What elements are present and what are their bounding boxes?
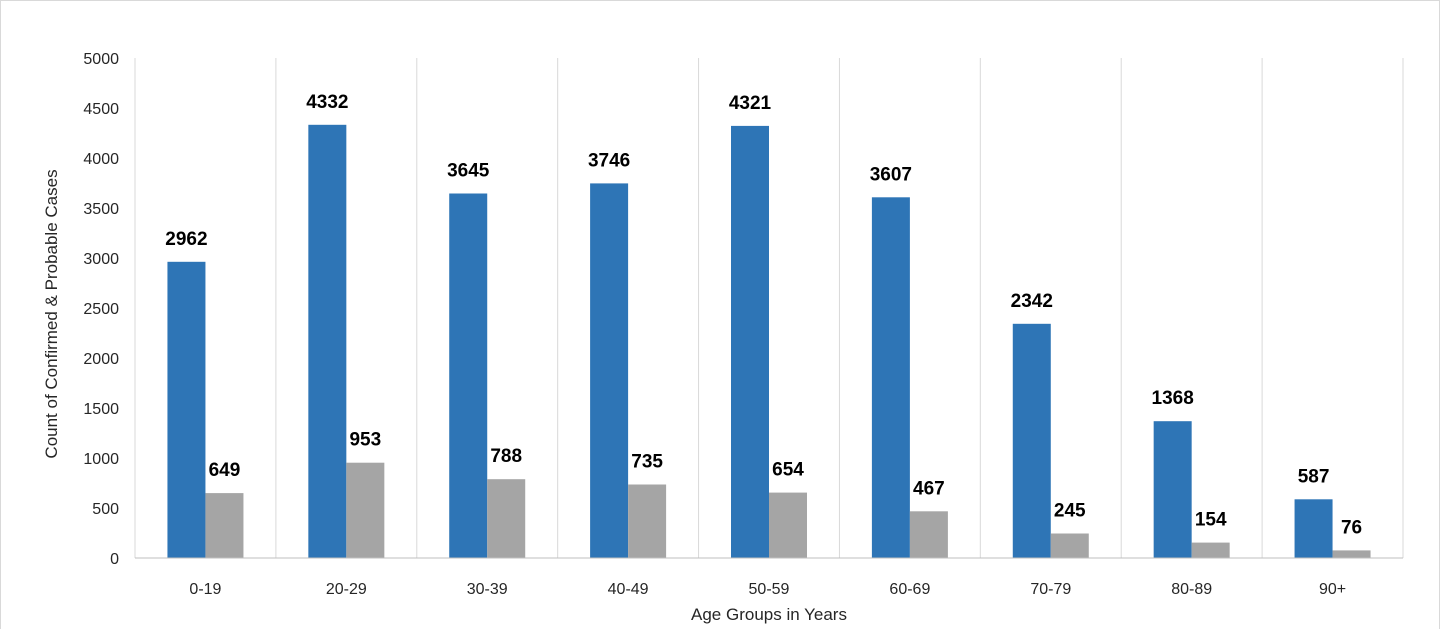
data-label: 953 xyxy=(349,430,381,451)
data-label: 3746 xyxy=(588,150,630,171)
data-label: 3645 xyxy=(447,161,490,182)
y-tick-label: 1000 xyxy=(83,451,119,468)
x-tick-label: 30-39 xyxy=(467,581,508,598)
data-label: 4321 xyxy=(729,93,772,114)
y-tick-label: 4500 xyxy=(83,101,119,118)
data-label: 587 xyxy=(1298,466,1330,487)
data-label: 1368 xyxy=(1152,388,1194,409)
bar xyxy=(628,484,667,558)
bars xyxy=(167,124,1371,559)
x-tick-label: 20-29 xyxy=(326,581,367,598)
bar xyxy=(590,183,629,558)
bar xyxy=(909,511,948,558)
x-tick-label: 80-89 xyxy=(1171,581,1212,598)
y-tick-label: 2000 xyxy=(83,351,119,368)
data-label: 4332 xyxy=(306,92,348,113)
data-label: 3607 xyxy=(870,164,912,185)
bar xyxy=(346,462,385,558)
x-tick-label: 90+ xyxy=(1319,581,1346,598)
y-tick-label: 2500 xyxy=(83,301,119,318)
x-tick-label: 50-59 xyxy=(749,581,790,598)
bar xyxy=(1050,533,1089,558)
data-label: 76 xyxy=(1341,517,1362,538)
bar xyxy=(1012,323,1051,558)
bar xyxy=(871,197,910,559)
data-label: 788 xyxy=(490,446,522,467)
data-labels: 2962 649 4332 953 3645 788 3746 735 4321 654 3607 4… xyxy=(165,92,1362,539)
bar xyxy=(769,492,807,558)
bar xyxy=(205,493,244,558)
data-label: 2962 xyxy=(165,229,207,250)
y-tick-label: 0 xyxy=(110,551,119,568)
y-axis-title: Count of Confirmed & Probable Cases xyxy=(42,169,61,458)
y-tick-label: 500 xyxy=(92,501,119,518)
data-label: 245 xyxy=(1054,501,1086,522)
gridlines xyxy=(134,58,1404,558)
bar xyxy=(487,479,526,558)
y-tick-label: 1500 xyxy=(83,401,119,418)
x-tick-label: 40-49 xyxy=(608,581,649,598)
bar xyxy=(1294,499,1333,558)
bar xyxy=(1332,550,1371,558)
data-label: 735 xyxy=(631,452,663,473)
y-tick-label: 3500 xyxy=(83,201,119,218)
y-tick-label: 3000 xyxy=(83,251,119,268)
y-tick-labels: 0 500 1000 1500 2000 2500 3000 3500 4000 4500 5000 xyxy=(83,51,119,568)
bar xyxy=(449,193,488,558)
bar xyxy=(167,261,206,558)
x-tick-label: 60-69 xyxy=(889,581,930,598)
y-tick-label: 4000 xyxy=(83,151,119,168)
bar xyxy=(1153,421,1192,558)
y-tick-label: 5000 xyxy=(83,51,119,68)
data-label: 649 xyxy=(209,460,241,481)
data-label: 467 xyxy=(913,478,945,499)
bar xyxy=(731,125,769,559)
data-label: 2342 xyxy=(1011,291,1053,312)
bar xyxy=(308,124,347,559)
x-axis-title: Age Groups in Years xyxy=(691,605,847,624)
x-tick-label: 0-19 xyxy=(189,581,221,598)
bar xyxy=(1191,542,1230,558)
x-tick-label: 70-79 xyxy=(1030,581,1071,598)
x-tick-labels: 0-19 20-29 30-39 40-49 50-59 60-69 70-79 80-89 9… xyxy=(189,581,1346,598)
data-label: 154 xyxy=(1195,510,1227,531)
data-label: 654 xyxy=(772,460,804,481)
